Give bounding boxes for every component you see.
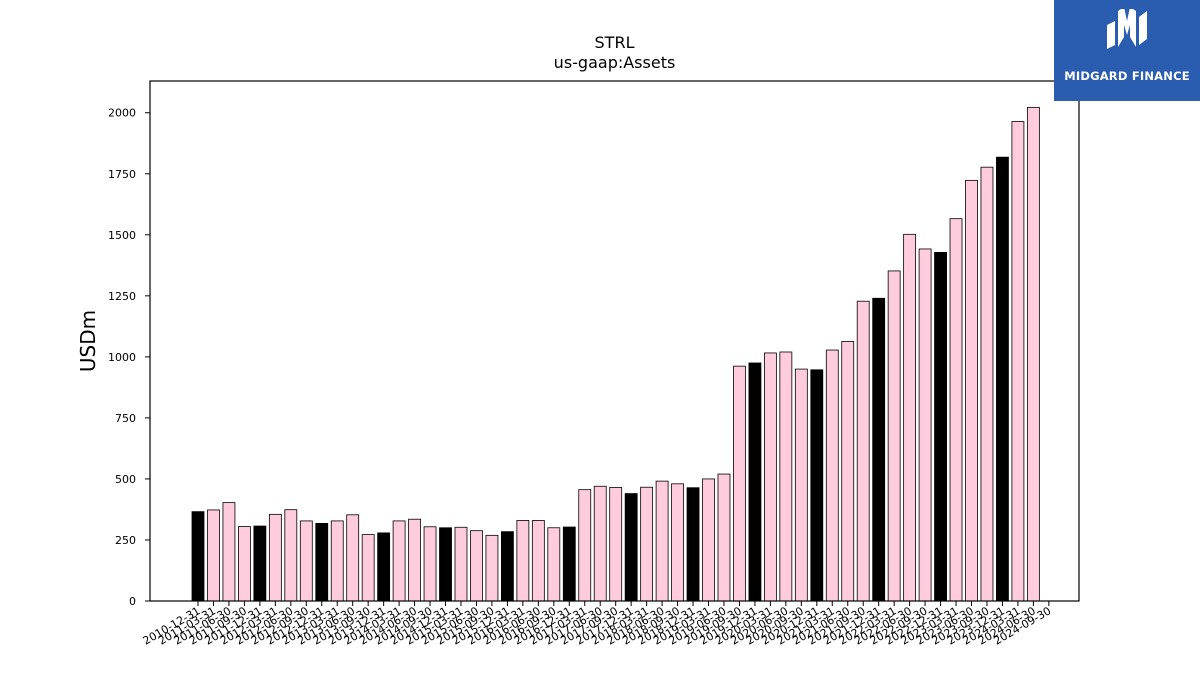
bar — [702, 478, 715, 602]
bar — [500, 531, 514, 602]
y-tick-label: 2000 — [108, 107, 136, 120]
bar — [918, 248, 932, 602]
bar — [794, 368, 808, 602]
bar — [624, 493, 638, 602]
y-tick-label: 1000 — [108, 351, 136, 364]
bar — [485, 534, 499, 602]
bar — [207, 509, 220, 602]
bar — [268, 513, 282, 602]
bar — [191, 511, 205, 602]
bar — [903, 233, 917, 602]
bar — [392, 520, 406, 602]
bar — [748, 362, 762, 602]
brand-name: MIDGARD FINANCE — [1064, 69, 1190, 83]
y-tick-label: 1250 — [108, 290, 136, 303]
bar — [934, 251, 947, 602]
bar — [284, 509, 298, 602]
bar — [547, 527, 561, 602]
bar — [609, 487, 623, 602]
bar — [841, 341, 855, 602]
bar — [996, 156, 1009, 602]
y-tick-label: 750 — [115, 412, 136, 425]
plot-frame — [149, 80, 1080, 602]
bar — [640, 486, 654, 602]
bar — [779, 351, 793, 602]
bar — [578, 489, 592, 602]
bar — [315, 522, 329, 602]
bar — [593, 485, 607, 602]
bar — [810, 369, 824, 602]
bar — [562, 526, 576, 602]
y-tick-label: 250 — [115, 534, 136, 547]
bar — [516, 520, 530, 602]
bar — [825, 349, 839, 602]
bar — [965, 179, 978, 602]
bar — [253, 525, 267, 602]
bar — [454, 526, 468, 602]
y-tick-label: 1750 — [108, 168, 136, 181]
chart-title: STRL — [594, 33, 635, 52]
bar — [763, 352, 777, 602]
bar — [655, 480, 669, 602]
bar — [856, 300, 870, 602]
bar — [299, 520, 313, 602]
midgard-logo-icon — [1107, 9, 1147, 49]
bar — [439, 527, 452, 602]
bar — [686, 487, 700, 602]
chart-subtitle: us-gaap:Assets — [553, 53, 676, 72]
brand-logo: MIDGARD FINANCE — [1054, 0, 1200, 101]
bar — [238, 526, 251, 602]
y-axis-label: USDm — [76, 310, 100, 372]
bar — [671, 483, 684, 602]
bar — [330, 520, 344, 602]
bar — [717, 473, 731, 602]
bar — [887, 270, 901, 602]
bar — [408, 518, 421, 602]
bar — [346, 514, 360, 602]
y-tick-label: 500 — [115, 473, 136, 486]
bar — [1011, 121, 1025, 602]
bar — [531, 520, 545, 602]
bar — [949, 218, 963, 602]
bar — [872, 297, 886, 602]
bar — [222, 502, 236, 602]
bar — [733, 365, 746, 602]
bar — [1026, 106, 1040, 602]
bar — [361, 534, 375, 602]
bar — [980, 166, 994, 602]
bar — [423, 526, 437, 602]
bar — [470, 530, 483, 602]
y-tick-label: 1500 — [108, 229, 136, 242]
y-tick-label: 0 — [129, 595, 136, 608]
bar — [377, 532, 391, 602]
